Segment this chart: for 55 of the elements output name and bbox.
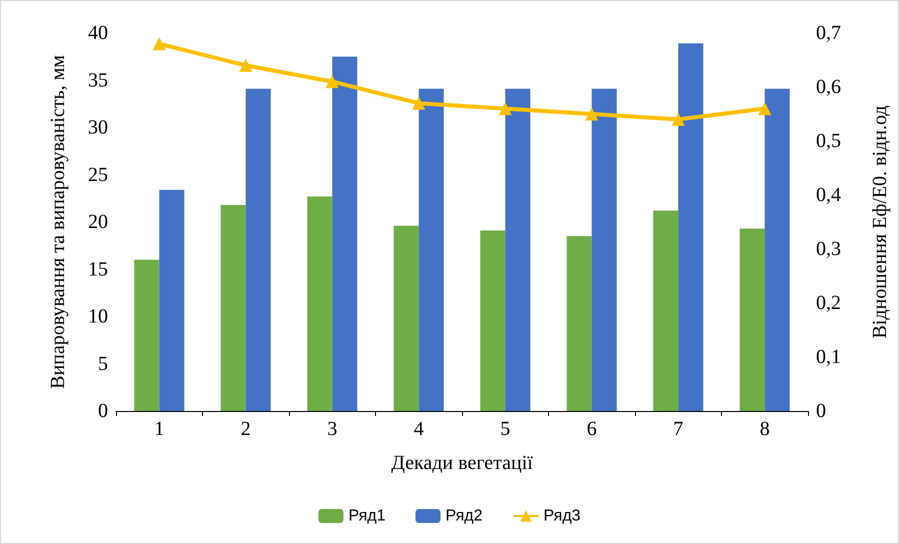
y2-tick-label: 0,2 <box>816 292 841 314</box>
y-tick-label: 30 <box>88 116 108 138</box>
legend-label: Ряд2 <box>445 508 483 524</box>
y2-tick-label: 0,6 <box>816 76 841 98</box>
y2-tick-label: 0,1 <box>816 346 841 368</box>
y2-tick-label: 0,7 <box>816 22 841 44</box>
y2-tick-label: 0,4 <box>816 184 841 206</box>
legend-label: Ряд3 <box>544 508 581 524</box>
bar <box>332 56 358 411</box>
y-tick-label: 10 <box>88 306 108 328</box>
x-tick-label: 2 <box>240 418 251 440</box>
x-tick-label: 7 <box>673 418 684 440</box>
bar <box>418 88 444 411</box>
bar <box>505 88 530 411</box>
y-axis-title: Випаровування та випаровуваність, мм <box>47 54 69 389</box>
bar <box>480 230 506 411</box>
point <box>585 108 598 120</box>
point <box>412 96 426 110</box>
point <box>152 37 166 50</box>
x-tick-label: 8 <box>760 418 770 440</box>
bar <box>134 260 160 411</box>
y-tick-label: 40 <box>88 22 108 44</box>
bar <box>220 204 246 411</box>
point <box>326 75 339 88</box>
x-tick-label: 6 <box>586 418 597 440</box>
y2-axis-title: Відношення Еф/Е0. відн.од <box>869 105 891 339</box>
y2-tick-label: 0 <box>816 400 826 422</box>
bar <box>307 196 332 411</box>
y2-tick-label: 0,3 <box>816 238 841 260</box>
bar <box>159 190 184 411</box>
x-axis-title: Декади вегетації <box>391 452 534 474</box>
point <box>758 102 772 116</box>
y-tick-label: 20 <box>88 211 108 233</box>
x-tick-label: 5 <box>500 418 510 440</box>
y-tick-label: 25 <box>88 164 108 186</box>
y-tick-label: 5 <box>98 352 108 375</box>
legend-label: Ряд1 <box>348 508 386 524</box>
point <box>672 112 685 126</box>
bar <box>740 228 765 411</box>
bar <box>678 43 704 411</box>
y-tick-label: 15 <box>88 258 108 280</box>
x-tick-label: 4 <box>414 418 424 440</box>
point <box>498 102 512 116</box>
bar <box>592 88 617 411</box>
x-tick-label: 1 <box>154 418 164 440</box>
x-tick-label: 3 <box>327 418 338 440</box>
point <box>239 58 252 72</box>
bar <box>764 88 790 411</box>
y-tick-label: 35 <box>88 69 108 92</box>
bar <box>653 210 678 411</box>
bar <box>246 88 271 411</box>
y-tick-label: 0 <box>98 400 108 422</box>
bar <box>394 226 419 411</box>
y2-tick-label: 0,5 <box>816 130 841 152</box>
bar <box>566 236 592 411</box>
